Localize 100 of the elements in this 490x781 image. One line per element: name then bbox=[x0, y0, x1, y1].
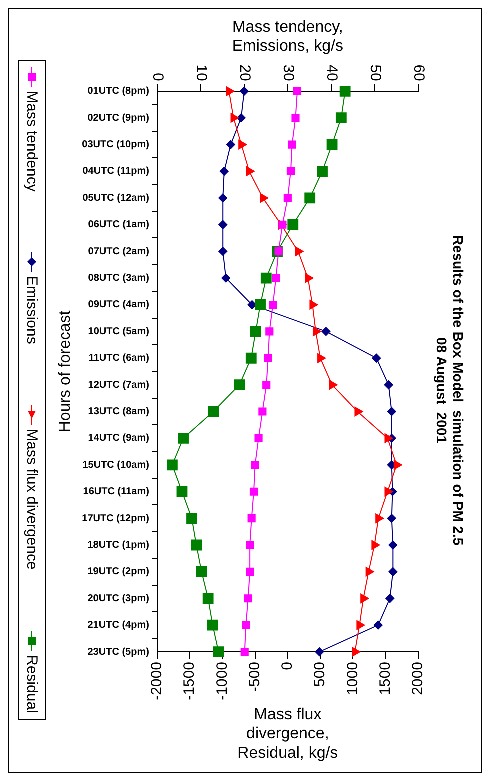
legend-label: Mass flux divergence bbox=[24, 429, 40, 570]
y-tick-label: 01UTC (8pm) bbox=[88, 86, 150, 98]
point bbox=[260, 272, 272, 284]
point bbox=[218, 220, 228, 230]
x-tick-label: 0 bbox=[279, 662, 296, 670]
point bbox=[274, 248, 283, 256]
point bbox=[246, 352, 257, 364]
point bbox=[246, 166, 255, 176]
x2-tick-label: 60 bbox=[410, 64, 428, 82]
point bbox=[250, 488, 258, 496]
y-tick-label: 12UTC (7am) bbox=[88, 380, 150, 391]
point bbox=[220, 166, 229, 176]
y-tick-label: 13UTC (8am) bbox=[88, 406, 150, 418]
x-tick-label: 1000 bbox=[344, 662, 362, 696]
text: divergence, bbox=[246, 726, 330, 743]
point bbox=[226, 86, 235, 96]
text: 08 August 2001 bbox=[434, 337, 450, 444]
point bbox=[304, 192, 316, 204]
y-axis-title: Hours of forecast bbox=[57, 310, 74, 433]
point bbox=[230, 113, 240, 123]
point bbox=[266, 328, 274, 336]
point bbox=[244, 594, 252, 603]
y-tick-label: 17UTC (12pm) bbox=[82, 513, 150, 524]
point bbox=[384, 380, 394, 390]
text: Mass tendency, bbox=[232, 19, 344, 36]
y-tick-label: 08UTC (3am) bbox=[88, 273, 150, 284]
point bbox=[312, 326, 322, 337]
text: Residual, kg/s bbox=[238, 744, 338, 762]
point bbox=[340, 86, 351, 97]
point bbox=[218, 194, 228, 203]
point bbox=[288, 219, 299, 230]
x-tick-label: -2000 bbox=[148, 662, 166, 700]
legend-label: Residual bbox=[24, 654, 40, 713]
point bbox=[384, 487, 394, 497]
point bbox=[336, 112, 347, 124]
point bbox=[258, 408, 267, 416]
point bbox=[387, 514, 396, 524]
x-tick-label: 2000 bbox=[410, 662, 427, 696]
y-tick-label: 05UTC (12am) bbox=[82, 192, 150, 204]
x-tick-label: -1000 bbox=[214, 662, 231, 700]
point bbox=[191, 540, 202, 551]
point bbox=[286, 167, 295, 176]
point bbox=[305, 273, 314, 284]
x2-tick-label: 50 bbox=[366, 64, 384, 82]
point bbox=[295, 246, 304, 256]
point bbox=[238, 140, 248, 150]
point bbox=[292, 114, 300, 122]
point bbox=[250, 326, 262, 338]
y-tick-label: 04UTC (11pm) bbox=[82, 166, 150, 178]
point bbox=[329, 380, 338, 390]
point bbox=[315, 648, 324, 657]
y-tick-label: 16UTC (11am) bbox=[83, 486, 150, 498]
x2-tick-label: 10 bbox=[192, 64, 210, 82]
point bbox=[178, 433, 189, 444]
point bbox=[251, 461, 260, 470]
point bbox=[213, 646, 224, 658]
text: Results of the Box Model simulation of PM 2.5 bbox=[450, 235, 467, 546]
x-tick-label: 500 bbox=[312, 662, 329, 688]
y-tick-label: 02UTC (9pm) bbox=[88, 112, 150, 124]
point bbox=[318, 354, 326, 364]
point bbox=[310, 300, 318, 310]
y-tick-label: 19UTC (2pm) bbox=[88, 566, 150, 578]
x2-tick-label: 0 bbox=[149, 73, 166, 82]
point bbox=[255, 300, 266, 310]
text: Emissions, kg/s bbox=[232, 38, 344, 56]
point bbox=[254, 434, 263, 442]
point bbox=[202, 593, 214, 604]
point bbox=[272, 274, 280, 282]
x-tick-label: -500 bbox=[246, 662, 264, 692]
point bbox=[262, 381, 271, 390]
y-tick-label: 23UTC (5pm) bbox=[88, 646, 150, 658]
y-tick-label: 03UTC (10pm) bbox=[82, 140, 150, 151]
x2-tick-label: 20 bbox=[236, 64, 254, 82]
point bbox=[208, 406, 219, 418]
y-tick-label: 07UTC (2am) bbox=[88, 246, 150, 258]
point bbox=[248, 514, 256, 523]
point bbox=[356, 620, 366, 630]
point bbox=[288, 140, 296, 149]
point bbox=[264, 354, 272, 362]
legend-label: Emissions bbox=[24, 276, 40, 345]
point bbox=[293, 87, 302, 96]
point bbox=[176, 486, 188, 498]
y-tick-label: 21UTC (4pm) bbox=[88, 620, 150, 632]
point bbox=[166, 460, 178, 471]
point bbox=[240, 86, 249, 96]
point bbox=[326, 139, 338, 150]
point bbox=[246, 568, 254, 576]
point bbox=[366, 567, 374, 577]
point bbox=[384, 434, 394, 444]
point bbox=[354, 406, 364, 417]
point bbox=[388, 567, 398, 576]
point bbox=[186, 513, 198, 524]
point bbox=[317, 166, 328, 177]
point bbox=[360, 594, 370, 604]
x-tick-label: -1500 bbox=[181, 662, 198, 700]
y-tick-label: 15UTC (10am) bbox=[82, 460, 150, 471]
point bbox=[226, 140, 236, 150]
point bbox=[207, 620, 218, 631]
x2-tick-label: 40 bbox=[323, 64, 340, 82]
point bbox=[236, 114, 246, 123]
